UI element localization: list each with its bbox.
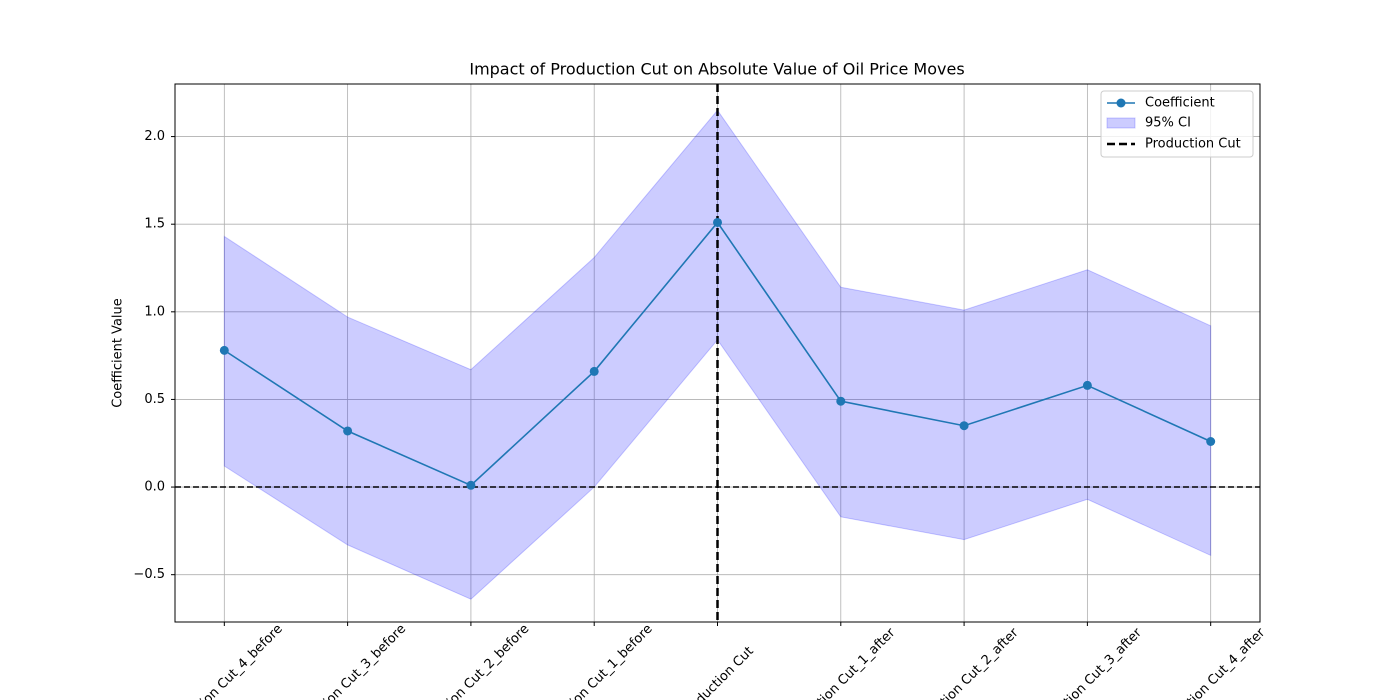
legend-label: 95% CI [1145,116,1191,131]
point [219,345,229,355]
legend-swatch [1106,117,1136,129]
x-tick-label: Production Cut_4_before [163,622,286,700]
x-tick-label: Production Cut [678,644,756,700]
x-tick-label: Production Cut_4_after [1153,625,1269,700]
legend-label: Coefficient [1145,96,1215,111]
point [589,366,599,376]
x-tick-label: Production Cut_3_after [1030,625,1146,700]
chart-title: Impact of Production Cut on Absolute Val… [469,60,964,79]
y-axis-label: Coefficient Value [111,298,126,408]
x-tick-label: Production Cut_3_before [286,622,409,700]
point [343,426,353,436]
y-tick-label: 1.5 [144,217,165,232]
legend-label: Production Cut [1145,137,1241,152]
x-tick-label: Production Cut_2_after [907,625,1023,700]
legend-box [1100,90,1254,158]
y-tick-label: 0.0 [144,480,165,495]
point [1082,380,1092,390]
legend: Coefficient 95% CI Production Cut [1100,90,1254,158]
point [1206,436,1216,446]
x-tick-label: Production Cut_1_before [533,622,656,700]
x-tick-label: Production Cut_1_after [783,625,899,700]
point [836,396,846,406]
ci-band [223,109,1212,600]
y-tick-label: 1.0 [144,304,165,319]
y-tick-label: 0.5 [144,392,165,407]
legend-marker [1116,98,1126,108]
x-tick-label: Production Cut_2_before [409,622,532,700]
point [466,480,476,490]
point [959,421,969,431]
y-tick-label: 2.0 [144,129,165,144]
point [713,217,722,227]
y-tick-label: −0.5 [133,567,165,582]
plot-frame [174,83,1261,623]
